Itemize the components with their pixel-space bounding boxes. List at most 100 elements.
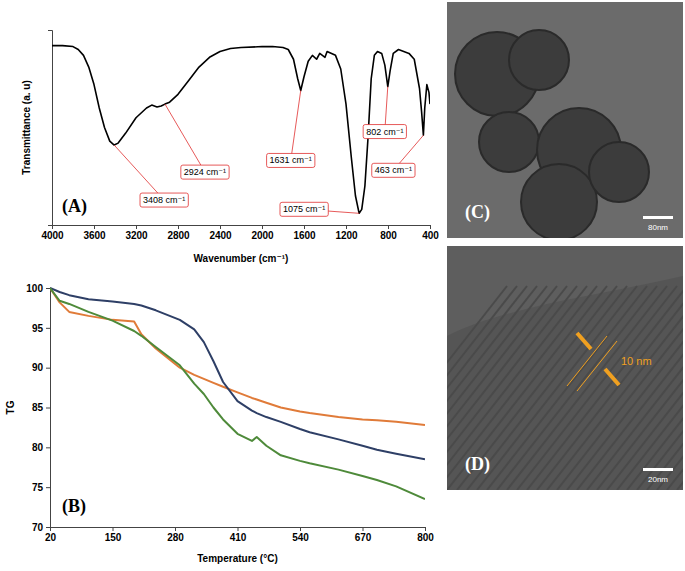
- tick: 3600: [83, 225, 106, 241]
- tick: 2800: [167, 225, 190, 241]
- y-axis-title: TG: [5, 400, 16, 414]
- tick-label: 410: [230, 532, 247, 543]
- particle: [521, 164, 597, 238]
- lattice-fringe: [447, 286, 607, 490]
- tick-mark: [46, 487, 50, 488]
- tick: 150: [105, 527, 122, 543]
- tick: 75: [32, 482, 50, 493]
- tick-label: 90: [32, 362, 44, 373]
- y-axis-title: Transmittance (a. u): [21, 80, 32, 174]
- lattice-fringe: [517, 286, 677, 490]
- tick-mark: [136, 225, 137, 229]
- annotation-box: [140, 193, 188, 207]
- tick: 70: [32, 522, 50, 533]
- tick: 800: [417, 527, 434, 543]
- tick-label: 670: [355, 532, 372, 543]
- x-axis: 20 150 280 410 540 670 800: [45, 527, 434, 543]
- tick-mark: [262, 225, 263, 229]
- tick-mark: [178, 225, 179, 229]
- annotation-box: [363, 125, 406, 139]
- tick-label: 85: [32, 402, 44, 413]
- lattice-fringe: [627, 286, 683, 490]
- crystal-region: [447, 276, 683, 490]
- annotation-box: [267, 153, 315, 167]
- annotation-box: [280, 202, 328, 216]
- annotation-text: 2924 cm⁻¹: [184, 167, 226, 177]
- tick: 4000: [41, 225, 64, 241]
- tick: 2400: [209, 225, 232, 241]
- tick-label: 75: [32, 482, 44, 493]
- lattice-fringe: [527, 286, 683, 490]
- annotation-text: 1631 cm⁻¹: [270, 155, 312, 165]
- tick-mark: [425, 527, 426, 531]
- y-axis: 707580859095100: [26, 283, 50, 533]
- tick-label: 280: [167, 532, 184, 543]
- tick-label: 150: [105, 532, 122, 543]
- tick-label: 4000: [41, 230, 64, 241]
- tick-label: 100: [26, 283, 43, 294]
- axis-line: [48, 31, 53, 226]
- tick: 90: [32, 362, 50, 373]
- tick-mark: [113, 527, 114, 531]
- tick: 670: [355, 527, 372, 543]
- tick: 1200: [335, 225, 358, 241]
- tick-mark: [46, 527, 50, 528]
- panel-label: (A): [62, 196, 87, 217]
- tick: 280: [167, 527, 184, 543]
- tick: 540: [292, 527, 309, 543]
- image-panel: 80nm (C): [447, 2, 683, 240]
- lattice-fringe: [567, 286, 683, 490]
- tick: 400: [422, 225, 439, 241]
- x-axis-title: Wavenumber (cm⁻¹): [194, 253, 289, 264]
- annotation-text: 1075 cm⁻¹: [283, 204, 325, 214]
- tick-mark: [346, 225, 347, 229]
- tick-mark: [238, 527, 239, 531]
- tick: 1600: [293, 225, 316, 241]
- tick-label: 400: [422, 230, 439, 241]
- tick: 800: [380, 225, 397, 241]
- lattice-fringe: [657, 286, 683, 490]
- particle: [589, 142, 649, 202]
- panel-label: (D): [465, 454, 490, 475]
- lattice-fringe: [467, 286, 627, 490]
- y-axis: [48, 31, 53, 226]
- tick: 85: [32, 402, 50, 413]
- lattice-fringe: [477, 286, 637, 490]
- axis-line: [46, 289, 51, 528]
- tick-mark: [94, 225, 95, 229]
- tick-label: 1200: [335, 230, 358, 241]
- arrow: [577, 333, 591, 349]
- lattice-fringe: [457, 286, 617, 490]
- scale-bar-label: 80nm: [648, 223, 668, 232]
- axis-line: [51, 528, 426, 532]
- tick: 410: [230, 527, 247, 543]
- particle: [479, 112, 539, 172]
- data-line: [52, 46, 430, 214]
- lattice-fringe: [547, 286, 683, 490]
- tick-label: 2800: [167, 230, 190, 241]
- data-line: [50, 288, 425, 425]
- plot-area: [52, 46, 430, 214]
- tick-mark: [46, 328, 50, 329]
- tick-mark: [46, 368, 50, 369]
- annotation-box: [372, 163, 415, 177]
- tick-mark: [304, 225, 305, 229]
- tick-mark: [363, 527, 364, 531]
- panel-label: (C): [465, 202, 490, 223]
- lattice-fringe: [637, 286, 683, 490]
- tick-mark: [175, 527, 176, 531]
- annotation-box: [181, 165, 229, 179]
- tick: 20: [45, 527, 57, 543]
- lattice-fringe: [647, 286, 683, 490]
- tick-mark: [220, 225, 221, 229]
- tick-label: 2000: [251, 230, 274, 241]
- arrow: [605, 369, 619, 385]
- scale-bar: [643, 468, 673, 471]
- tick: 3200: [125, 225, 148, 241]
- spacing-label: 10 nm: [621, 355, 652, 367]
- scale-bar: [643, 216, 673, 219]
- particle: [509, 30, 569, 90]
- tick-label: 70: [32, 522, 44, 533]
- tick-label: 80: [32, 442, 44, 453]
- lattice-fringe: [677, 286, 683, 490]
